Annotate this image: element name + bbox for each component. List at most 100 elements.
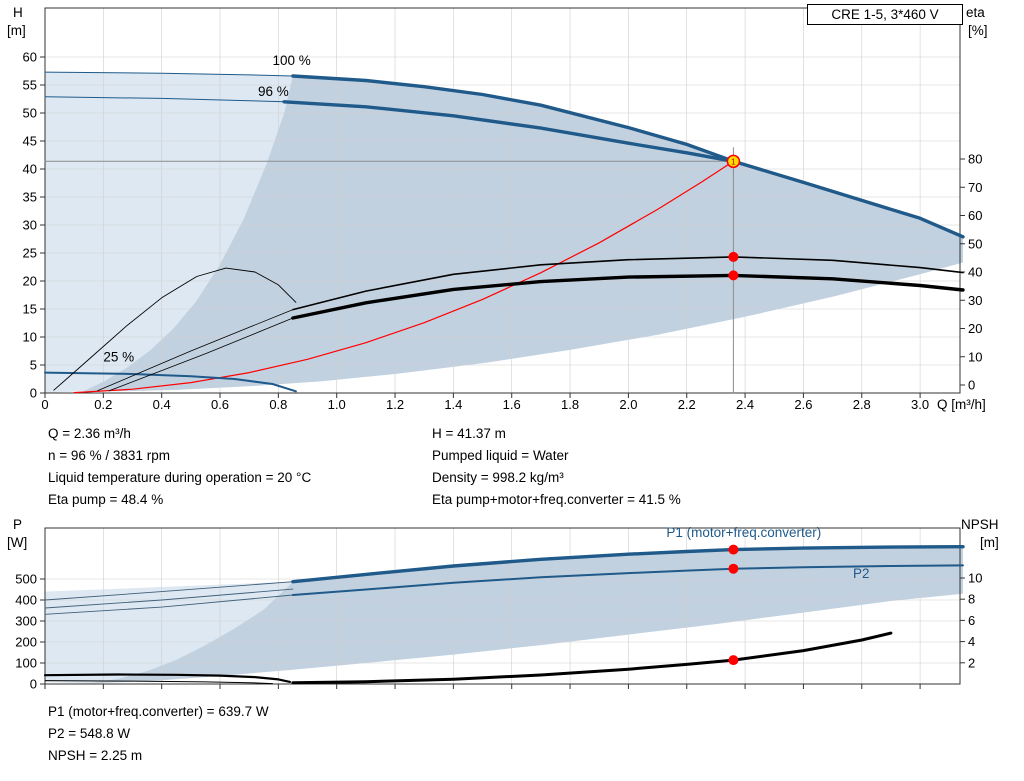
pump-type-box: CRE 1-5, 3*460 V [807,4,963,25]
y-left-tick-label: 400 [15,593,37,608]
y-left-axis-title: [W] [7,535,27,550]
result-npsh: NPSH = 2.25 m [48,748,143,763]
x-tick-label: 0.6 [211,397,229,412]
y-right-tick-label: 6 [968,613,975,628]
p1-point [728,544,739,555]
x-tick-label: 2.8 [853,397,871,412]
y-right-tick-label: 60 [968,208,982,223]
x-tick-label: 1.8 [561,397,579,412]
speed-25-curve [44,371,297,393]
speed-96-lead [44,96,285,103]
power-lead-1 [44,581,294,601]
y-left-tick-label: 5 [30,358,37,373]
y-left-tick-label: 45 [23,134,37,149]
y-right-tick-label: 10 [968,349,982,364]
y-left-tick-label: 300 [15,614,37,629]
x-tick-label: 1.2 [386,397,404,412]
x-tick-label: 2.6 [794,397,812,412]
y-right-tick-label: 50 [968,236,982,251]
result-liquid-temperature: Liquid temperature during operation = 20… [48,470,312,485]
result-eta-total: Eta pump+motor+freq.converter = 41.5 % [432,492,681,507]
eta-lead-1 [97,309,294,392]
y-right-tick-label: 80 [968,152,982,167]
y-right-tick-label: 10 [968,571,982,586]
speed-96-curve [282,100,736,163]
y-left-tick-label: 50 [23,106,37,121]
y-left-tick-label: 100 [15,656,37,671]
result-pumped-liquid: Pumped liquid = Water [432,448,569,463]
x-tick-label: 1.4 [444,397,462,412]
power-lead-2 [44,588,294,609]
results-bottom: P1 (motor+freq.converter) = 639.7 W P2 =… [48,701,269,767]
eta-total-point [728,270,739,281]
x-tick-label: 2.2 [678,397,696,412]
x-tick-label: 1.0 [328,397,346,412]
eta-lead-2 [108,317,294,392]
npsh-point [728,655,739,666]
plot-frame [44,7,961,394]
y-right-tick-label: 4 [968,634,975,649]
y-left-tick-label: 40 [23,162,37,177]
chart-power: 0 100 200 300 400 500 2 4 6 8 10 P1 (motor+freq.con… [7,517,999,692]
y-right-tick-label: 8 [968,592,975,607]
x-tick-label: 0.4 [153,397,171,412]
power-lead-3 [44,594,294,615]
y-right-axis-title: [%] [968,23,988,38]
chart-head: 0510152025303540455055600102030405060708… [7,5,988,412]
y-left-tick-label: 35 [23,190,37,205]
curve-label: P1 (motor+freq.converter) [666,525,821,540]
x-tick-label: 2.4 [736,397,754,412]
eta-pump-curve [292,256,964,311]
y-left-axis-title: P [13,517,22,532]
results-top-right: H = 41.37 m Pumped liquid = Water Densit… [432,423,681,511]
y-right-tick-label: 30 [968,293,982,308]
eta-25-curve [53,267,297,391]
duty-point-label: 1 [731,157,736,166]
operating-envelope-light [45,72,293,393]
result-flow: Q = 2.36 m³/h [48,426,131,441]
system-curve [73,160,734,394]
power-envelope-light [45,581,293,684]
eta-total-curve [291,273,965,320]
y-left-axis-title: H [13,5,23,20]
speed-100-lead [44,71,294,77]
y-left-tick-label: 30 [23,218,37,233]
y-right-tick-label: 70 [968,180,982,195]
eta-pump-point [728,251,739,262]
y-left-tick-label: 10 [23,330,37,345]
result-density: Density = 998.2 kg/m³ [432,470,564,485]
y-left-tick-label: 500 [15,572,37,587]
duty-point[interactable] [726,154,741,169]
curve-label: P2 [853,566,870,581]
p1-curve [291,545,965,584]
y-left-tick-label: 0 [30,386,37,401]
p-low-curve [44,680,273,685]
plot-frame [44,527,961,685]
result-eta-pump: Eta pump = 48.4 % [48,492,164,507]
operating-envelope-dark [82,76,963,392]
x-axis-title: Q [m³/h] [937,397,986,412]
y-left-tick-label: 55 [23,78,37,93]
x-tick-label: 3.0 [911,397,929,412]
results-top-left: Q = 2.36 m³/h n = 96 % / 3831 rpm Liquid… [48,423,311,511]
y-right-tick-label: 20 [968,321,982,336]
y-right-tick-label: 2 [968,655,975,670]
x-tick-label: 0 [41,397,48,412]
y-left-tick-label: 15 [23,302,37,317]
result-p2: P2 = 548.8 W [48,726,131,741]
curve-label: 25 % [103,350,134,365]
y-left-axis-title: [m] [7,23,26,38]
x-tick-label: 1.6 [503,397,521,412]
speed-100-curve [291,74,965,239]
y-left-tick-label: 60 [23,50,37,65]
result-speed: n = 96 % / 3831 rpm [48,448,170,463]
x-tick-label: 0.8 [269,397,287,412]
p2-curve [291,564,964,596]
result-p1: P1 (motor+freq.converter) = 639.7 W [48,704,269,719]
y-left-tick-label: 200 [15,635,37,650]
y-right-tick-label: 40 [968,265,982,280]
result-head: H = 41.37 m [432,426,506,441]
y-right-axis-title: NPSH [961,517,999,532]
